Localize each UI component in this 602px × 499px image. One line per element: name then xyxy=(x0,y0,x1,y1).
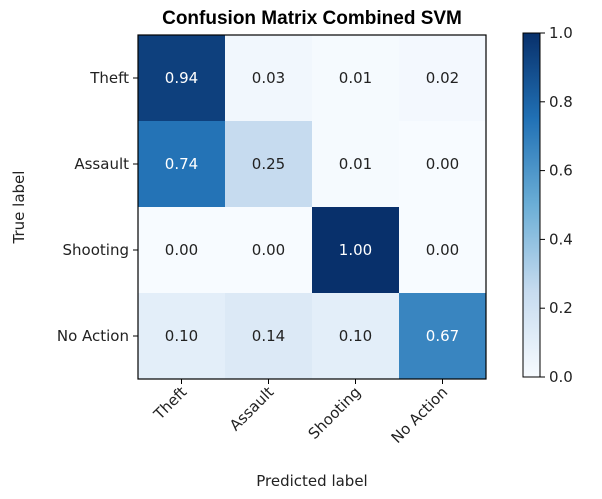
y-tick-label: Assault xyxy=(74,155,129,173)
cell-value-label: 0.02 xyxy=(426,69,459,87)
cell-value-label: 0.67 xyxy=(426,327,459,345)
cell-value-label: 0.10 xyxy=(339,327,372,345)
heatmap-cell xyxy=(312,293,400,380)
heatmap-cell xyxy=(225,35,313,122)
colorbar-tick-label: 0.4 xyxy=(549,230,573,248)
cell-value-label: 0.00 xyxy=(252,241,285,259)
heatmap-cell xyxy=(312,207,400,294)
cell-value-label: 0.14 xyxy=(252,327,285,345)
colorbar xyxy=(522,32,541,378)
cell-value-label: 1.00 xyxy=(339,241,372,259)
cell-value-label: 0.94 xyxy=(165,69,198,87)
heatmap-cell xyxy=(225,207,313,294)
colorbar-tick-label: 0.0 xyxy=(549,368,573,386)
heatmap-cell xyxy=(138,121,226,208)
y-tick-label: Shooting xyxy=(63,241,129,259)
heatmap-cell xyxy=(399,121,487,208)
heatmap-cell xyxy=(225,293,313,380)
cell-value-label: 0.01 xyxy=(339,69,372,87)
cell-value-label: 0.25 xyxy=(252,155,285,173)
heatmap-cell xyxy=(138,293,226,380)
colorbar-tick-label: 0.2 xyxy=(549,299,573,317)
cell-value-label: 0.10 xyxy=(165,327,198,345)
chart-title: Confusion Matrix Combined SVM xyxy=(162,8,462,29)
x-tick-labels: Theft Assault Shooting No Action xyxy=(149,379,451,447)
colorbar-tick-label: 0.8 xyxy=(549,93,573,111)
heatmap-cell xyxy=(138,207,226,294)
cell-value-label: 0.00 xyxy=(426,155,459,173)
cell-value-label: 0.00 xyxy=(426,241,459,259)
x-tick-label: Assault xyxy=(226,383,277,434)
y-tick-label: Theft xyxy=(89,69,129,87)
x-axis-label: Predicted label xyxy=(256,472,367,490)
cell-value-label: 0.74 xyxy=(165,155,198,173)
colorbar-tick-label: 1.0 xyxy=(549,24,573,42)
heatmap-cell xyxy=(399,207,487,294)
y-tick-labels: Theft Assault Shooting No Action xyxy=(57,69,138,345)
x-tick-label: Shooting xyxy=(305,383,365,443)
heatmap-cell xyxy=(399,35,487,122)
plot-frame xyxy=(137,34,487,380)
colorbar-tick-label: 0.6 xyxy=(549,162,573,180)
y-axis-label: True label xyxy=(10,171,28,245)
cell-value-label: 0.01 xyxy=(339,155,372,173)
heatmap-cell xyxy=(138,35,226,122)
y-tick-label: No Action xyxy=(57,327,129,345)
heatmap-cell xyxy=(225,121,313,208)
x-tick-label: Theft xyxy=(149,383,190,424)
colorbar-ticks: 0.0 0.2 0.4 0.6 0.8 1.0 xyxy=(540,24,573,386)
heatmap-cell xyxy=(312,121,400,208)
heatmap-cell xyxy=(312,35,400,122)
heatmap-cell xyxy=(399,293,487,380)
cell-value-label: 0.00 xyxy=(165,241,198,259)
cell-value-label: 0.03 xyxy=(252,69,285,87)
heatmap-cells: 0.94 0.03 0.01 0.02 0.74 0.25 0.01 0.00 0.00 0.00… xyxy=(138,35,487,380)
x-tick-label: No Action xyxy=(388,383,452,447)
